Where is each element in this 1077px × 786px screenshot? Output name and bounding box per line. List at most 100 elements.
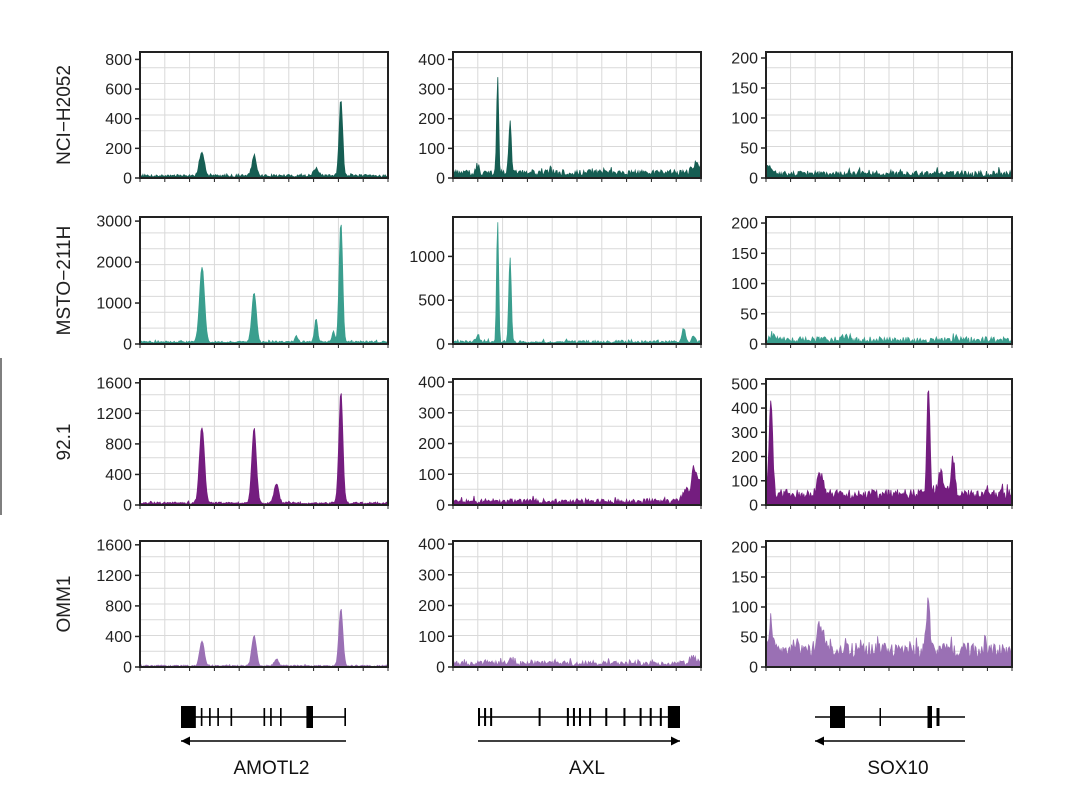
y-tick-label: 0 (123, 337, 132, 354)
y-tick-label: 0 (123, 660, 132, 677)
gene-exon (200, 708, 203, 726)
panel-omm1-amotl2: 0 400 800 1200 1600 (96, 537, 389, 677)
gene-exon (280, 708, 282, 726)
y-tick-label: 800 (105, 52, 132, 69)
y-tick-label: 0 (123, 171, 132, 188)
y-tick-label: 0 (123, 498, 132, 515)
panel-msto-211h-sox10: 0 50 100 150 200 (731, 216, 1013, 354)
gene-exon (344, 708, 346, 726)
y-tick-label: 200 (731, 449, 758, 466)
y-tick-label: 800 (105, 598, 132, 615)
row-label-omm1: OMM1 (54, 576, 75, 633)
y-tick-label: 150 (731, 81, 758, 98)
row-label-msto-211h: MSTO−211H (54, 226, 75, 336)
panel-msto-211h-axl: 0 500 1000 (409, 216, 702, 354)
row-labels: NCI−H2052 MSTO−211H 92.1 OMM1 (0, 65, 75, 633)
y-tick-label: 300 (418, 567, 445, 584)
y-tick-label: 300 (418, 405, 445, 422)
coverage-area (765, 331, 1013, 345)
strand-arrowhead (181, 736, 190, 746)
coverage-area (139, 393, 389, 506)
gene-model-axl: AXL (478, 706, 680, 779)
y-tick-label: 400 (731, 401, 758, 418)
y-tick-label: 200 (105, 141, 132, 158)
y-tick-label: 0 (749, 660, 758, 677)
gene-exon (659, 708, 662, 726)
gene-model-amotl2: AMOTL2 (181, 706, 346, 779)
panel-nci-h2052-axl: 0 100 200 300 400 (418, 51, 702, 188)
y-tick-label: 200 (418, 598, 445, 615)
gene-name-label: AMOTL2 (233, 758, 309, 779)
gene-exon (306, 706, 313, 728)
y-tick-label: 1600 (96, 537, 132, 554)
y-tick-label: 0 (749, 498, 758, 515)
gene-exon (566, 708, 569, 726)
coverage-area (452, 77, 702, 179)
y-tick-label: 1200 (96, 406, 132, 423)
panel-92.1-axl: 0 100 200 300 400 (418, 375, 702, 515)
coverage-area (139, 608, 389, 668)
y-tick-label: 400 (418, 52, 445, 69)
y-tick-label: 0 (436, 498, 445, 515)
panel-92.1-amotl2: 0 400 800 1200 1600 (96, 375, 389, 515)
gene-name-label: SOX10 (867, 758, 928, 779)
gene-exon (209, 708, 211, 726)
gene-exon (879, 708, 881, 726)
gene-exon (649, 708, 652, 726)
panel-msto-211h-amotl2: 0 1000 2000 3000 (96, 214, 389, 354)
gene-exon (263, 708, 266, 726)
gene-exon (538, 708, 541, 726)
panel-nci-h2052-amotl2: 0 200 400 600 800 (105, 51, 389, 188)
y-tick-label: 200 (731, 51, 758, 68)
gene-name-label: AXL (569, 758, 605, 779)
y-tick-label: 0 (436, 337, 445, 354)
y-tick-label: 100 (418, 141, 445, 158)
y-tick-label: 1000 (409, 249, 445, 266)
y-tick-label: 200 (418, 111, 445, 128)
gene-exon (639, 708, 642, 726)
y-tick-label: 3000 (96, 214, 132, 231)
panel-omm1-sox10: 0 50 100 150 200 (731, 540, 1013, 677)
y-tick-label: 200 (731, 540, 758, 557)
gene-exon (667, 706, 680, 728)
y-tick-label: 0 (749, 337, 758, 354)
y-tick-label: 100 (731, 473, 758, 490)
y-tick-label: 50 (740, 306, 758, 323)
gene-exon (936, 708, 940, 726)
gene-exon (230, 708, 233, 726)
panel-omm1-axl: 0 100 200 300 400 (418, 537, 702, 677)
gene-exon (181, 706, 196, 728)
gene-exon (490, 708, 493, 726)
strand-arrowhead (671, 736, 680, 746)
row-label-nci-h2052: NCI−H2052 (54, 65, 75, 165)
y-tick-label: 0 (436, 171, 445, 188)
y-tick-label: 200 (418, 436, 445, 453)
y-tick-label: 300 (731, 425, 758, 442)
y-tick-label: 400 (105, 467, 132, 484)
coverage-area (765, 164, 1013, 179)
gene-exon (830, 706, 845, 728)
y-tick-label: 100 (731, 276, 758, 293)
y-tick-label: 2000 (96, 255, 132, 272)
gene-model-sox10: SOX10 (815, 706, 965, 779)
gene-exon (217, 708, 219, 726)
gene-exon (927, 706, 932, 728)
y-tick-label: 1200 (96, 568, 132, 585)
gene-exon (623, 708, 626, 726)
y-tick-label: 400 (418, 375, 445, 392)
coverage-area (452, 222, 702, 345)
y-tick-label: 400 (105, 629, 132, 646)
coverage-area (452, 465, 702, 506)
row-label-92-1: 92.1 (54, 424, 75, 461)
panel-nci-h2052-sox10: 0 50 100 150 200 (731, 51, 1013, 188)
y-tick-label: 50 (740, 630, 758, 647)
y-tick-label: 1000 (96, 296, 132, 313)
y-tick-label: 100 (418, 467, 445, 484)
coverage-area (765, 390, 1013, 506)
y-tick-label: 0 (749, 171, 758, 188)
coverage-area (452, 654, 702, 668)
gene-exon (484, 708, 487, 726)
gene-exon (478, 708, 481, 726)
y-tick-label: 1600 (96, 375, 132, 392)
